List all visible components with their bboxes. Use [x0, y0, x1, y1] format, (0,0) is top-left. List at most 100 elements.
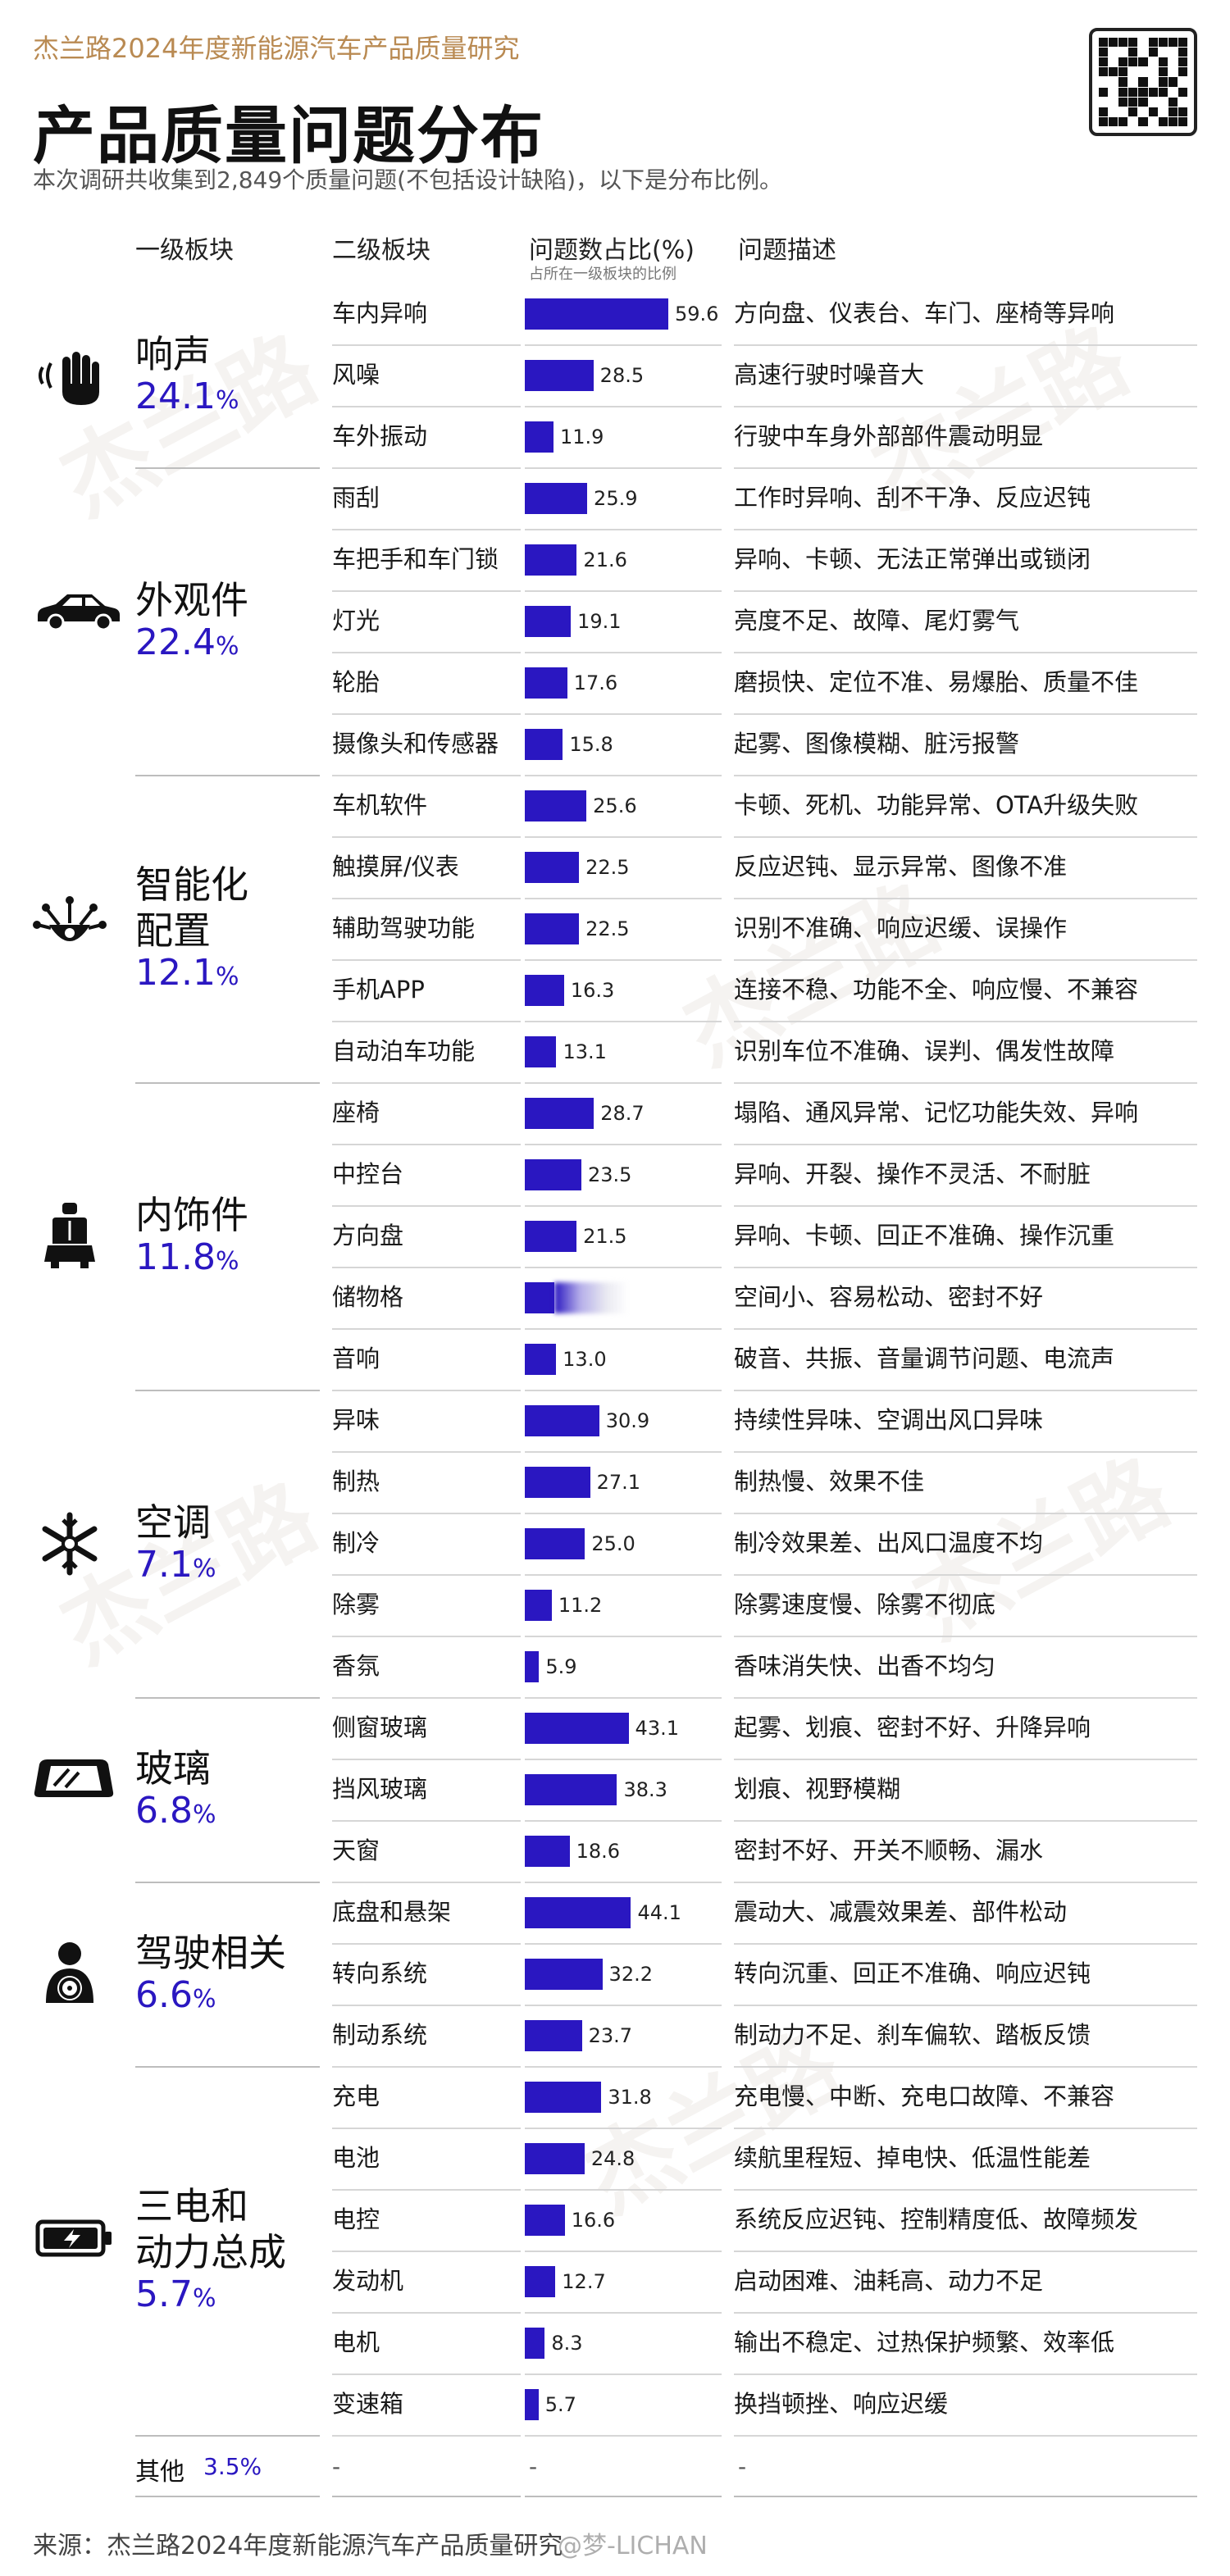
bar	[525, 2266, 556, 2297]
table-row: 电控 16.6 系统反应迟钝、控制精度低、故障频发	[0, 2189, 1230, 2252]
table-row: 异味 30.9 持续性异味、空调出风口异味	[0, 1390, 1230, 1453]
bar-cell: 18.6	[525, 1820, 722, 1883]
description-text: 制动力不足、刹车偏软、踏板反馈	[734, 2005, 1197, 2068]
bar	[525, 1959, 603, 1990]
table-row: 车内异响 59.6 方向盘、仪表台、车门、座椅等异响	[0, 283, 1230, 346]
driver-icon	[33, 1937, 107, 2011]
description-text: 行驶中车身外部部件震动明显	[734, 406, 1197, 469]
table-row: 座椅 28.7 塌陷、通风异常、记忆功能失效、异响	[0, 1082, 1230, 1145]
table-row: 手机APP 16.3 连接不稳、功能不全、响应慢、不兼容	[0, 959, 1230, 1022]
description-text: 除雾速度慢、除雾不彻底	[734, 1574, 1197, 1637]
bar	[525, 483, 588, 514]
description-text: 香味消失快、出香不均匀	[734, 1636, 1197, 1699]
description-text: 识别不准确、响应迟缓、误操作	[734, 898, 1197, 961]
table-row: 自动泊车功能 13.1 识别车位不准确、误判、偶发性故障	[0, 1021, 1230, 1084]
bar-value-label: 59.6	[675, 303, 719, 325]
subcategory-label: 手机APP	[332, 959, 521, 1022]
header: 杰兰路2024年度新能源汽车产品质量研究 产品质量问题分布 本次调研共收集到2,…	[33, 0, 1197, 197]
subcategory-label: 制冷	[332, 1513, 521, 1576]
description-text: 起雾、图像模糊、脏污报警	[734, 713, 1197, 776]
bar-cell: 32.2	[525, 1943, 722, 2006]
table-row: 制冷 25.0 制冷效果差、出风口温度不均	[0, 1513, 1230, 1576]
other-row: 其他 3.5% - - -	[0, 2435, 1230, 2497]
bar-cell: 23.5	[525, 1144, 722, 1207]
table-row: 风噪 28.5 高速行驶时噪音大	[0, 344, 1230, 407]
bar	[525, 1344, 557, 1375]
bar-cell: 21.5	[525, 1205, 722, 1268]
bar-value-label: 11.9	[559, 426, 604, 448]
bar	[525, 2389, 539, 2420]
description-text: 磨损快、定位不准、易爆胎、质量不佳	[734, 652, 1197, 715]
subcategory-label: 储物格	[332, 1267, 521, 1330]
category-share: 5.7%	[135, 2273, 216, 2315]
description-text: 震动大、减震效果差、部件松动	[734, 1882, 1197, 1945]
bar-cell: 5.7	[525, 2373, 722, 2437]
table-row: 电机 8.3 输出不稳定、过热保护频繁、效率低	[0, 2312, 1230, 2375]
bar-value-label: 5.9	[545, 1655, 577, 1678]
bar-value-label: 23.5	[588, 1163, 632, 1186]
bar-cell: 12.7	[525, 2251, 722, 2314]
bar	[525, 1528, 585, 1559]
bar-value-label: 17.6	[573, 671, 618, 694]
divider	[734, 2496, 1197, 2497]
bar-cell: 15.8	[525, 713, 722, 776]
bar-value-label: 12.7	[562, 2270, 606, 2293]
bar-cell: 44.1	[525, 1882, 722, 1945]
bar	[525, 667, 567, 699]
table-row: 转向系统 32.2 转向沉重、回正不准确、响应迟钝	[0, 1943, 1230, 2006]
bar	[525, 1590, 552, 1621]
description-text: 卡顿、死机、功能异常、OTA升级失败	[734, 775, 1197, 838]
bar	[525, 421, 554, 453]
subcategory-label: 辅助驾驶功能	[332, 898, 521, 961]
seat-icon	[33, 1199, 107, 1273]
battery-icon	[33, 2214, 112, 2287]
bar-cell: 43.1	[525, 1697, 722, 1760]
subcategory-label: 灯光	[332, 590, 521, 653]
subcategory-label: 中控台	[332, 1144, 521, 1207]
description-text: 破音、共振、音量调节问题、电流声	[734, 1328, 1197, 1391]
column-header-level1: 一级板块	[135, 236, 234, 265]
subcategory-label: 香氛	[332, 1636, 521, 1699]
footer: 来源：杰兰路2024年度新能源汽车产品质量研究 @梦-LICHAN	[33, 2525, 708, 2561]
bar-cell: 11.9	[525, 406, 722, 469]
category-group: 智能化 配置 12.1%	[33, 775, 320, 1084]
description-text: 输出不稳定、过热保护频繁、效率低	[734, 2312, 1197, 2375]
subcategory-label: 制热	[332, 1451, 521, 1514]
category-name: 驾驶相关	[135, 1930, 286, 1975]
bar-cell: 31.8	[525, 2066, 722, 2129]
category-group: 外观件 22.4%	[38, 467, 320, 776]
description-text: 持续性异味、空调出风口异味	[734, 1390, 1197, 1453]
bar-cell: 28.5	[525, 344, 722, 407]
bar	[525, 544, 577, 576]
bar-cell: 25.9	[525, 467, 722, 530]
column-headers: 一级板块 二级板块 问题数占比(%) 占所在一级板块的比例 问题描述	[0, 221, 1230, 287]
description-text: 高速行驶时噪音大	[734, 344, 1197, 407]
bar	[525, 1282, 554, 1313]
category-name: 空调	[135, 1500, 211, 1545]
table-row: 储物格 空间小、容易松动、密封不好	[0, 1267, 1230, 1330]
bar-cell: 38.3	[525, 1759, 722, 1822]
table-row: 电池 24.8 续航里程短、掉电快、低温性能差	[0, 2128, 1230, 2191]
subcategory-label: 天窗	[332, 1820, 521, 1883]
subcategory-label: 电机	[332, 2312, 521, 2375]
table-row: 轮胎 17.6 磨损快、定位不准、易爆胎、质量不佳	[0, 652, 1230, 715]
bar	[525, 913, 580, 944]
bar	[525, 298, 668, 330]
table-row: 充电 31.8 充电慢、中断、充电口故障、不兼容	[0, 2066, 1230, 2129]
author-handle: @梦-LICHAN	[558, 2532, 708, 2560]
bar-cell: 17.6	[525, 652, 722, 715]
table-row: 车外振动 11.9 行驶中车身外部部件震动明显	[0, 406, 1230, 469]
category-share: 6.8%	[135, 1789, 216, 1832]
bar-value-label: 22.5	[585, 917, 630, 940]
subcategory-label: 电池	[332, 2128, 521, 2191]
description-text: 异响、开裂、操作不灵活、不耐脏	[734, 1144, 1197, 1207]
page-title: 产品质量问题分布	[33, 99, 544, 172]
description-text: 异响、卡顿、无法正常弹出或锁闭	[734, 529, 1197, 592]
column-header-share: 问题数占比(%)	[529, 236, 695, 265]
bar-value-label: 23.7	[588, 2024, 633, 2047]
description-text: 充电慢、中断、充电口故障、不兼容	[734, 2066, 1197, 2129]
bar-value-label: 28.5	[599, 364, 645, 387]
category-name: 响声	[135, 331, 211, 376]
table-row: 方向盘 21.5 异响、卡顿、回正不准确、操作沉重	[0, 1205, 1230, 1268]
bar-value-label: 13.1	[563, 1040, 607, 1063]
